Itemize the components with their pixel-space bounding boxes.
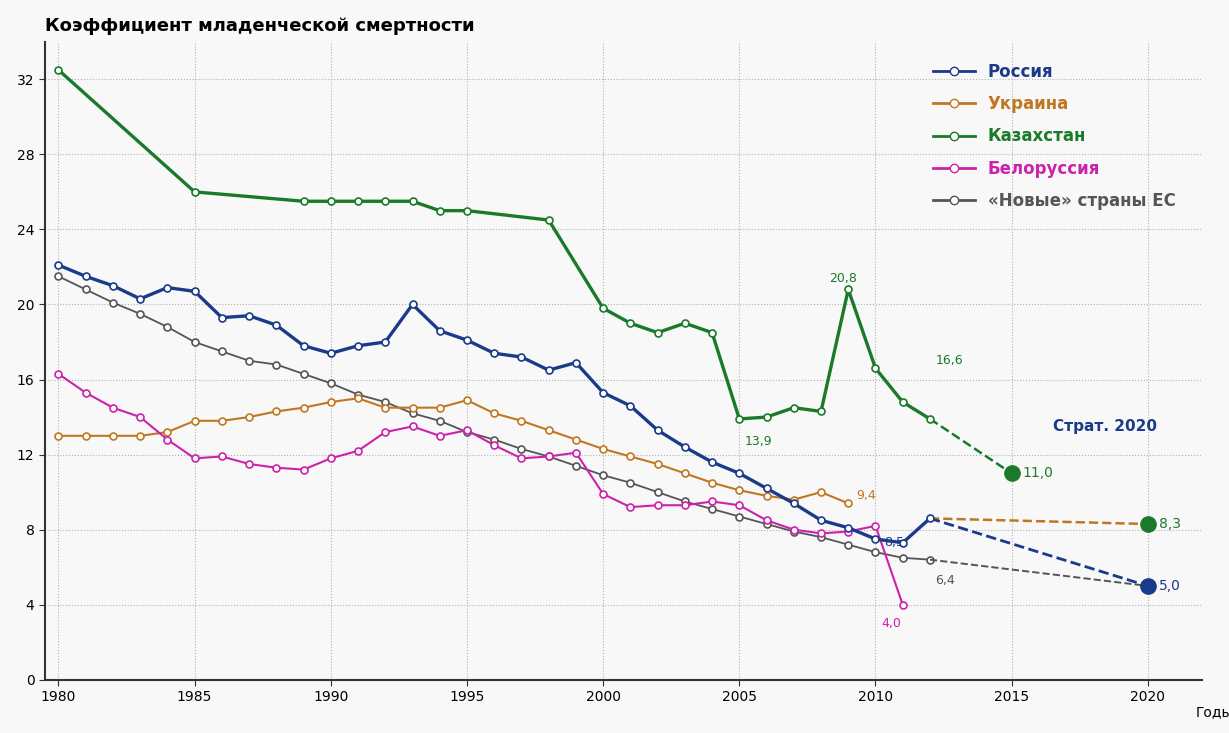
Text: Коэффициент младенческой смертности: Коэффициент младенческой смертности	[44, 17, 474, 34]
Text: 13,9: 13,9	[745, 435, 772, 448]
Text: Страт. 2020: Страт. 2020	[1052, 419, 1156, 434]
Text: 16,6: 16,6	[935, 354, 964, 367]
Legend: Россия, Украина, Казахстан, Белоруссия, «Новые» страны ЕС: Россия, Украина, Казахстан, Белоруссия, …	[927, 56, 1182, 216]
Text: 8,3: 8,3	[1159, 517, 1181, 531]
Text: 5,0: 5,0	[1159, 579, 1181, 593]
X-axis label: Годы: Годы	[1195, 705, 1229, 719]
Text: 8,5: 8,5	[884, 537, 903, 549]
Text: 11,0: 11,0	[1023, 466, 1053, 480]
Text: 9,4: 9,4	[857, 490, 876, 502]
Text: 6,4: 6,4	[935, 574, 955, 587]
Text: 4,0: 4,0	[881, 617, 901, 630]
Text: 20,8: 20,8	[830, 272, 857, 284]
